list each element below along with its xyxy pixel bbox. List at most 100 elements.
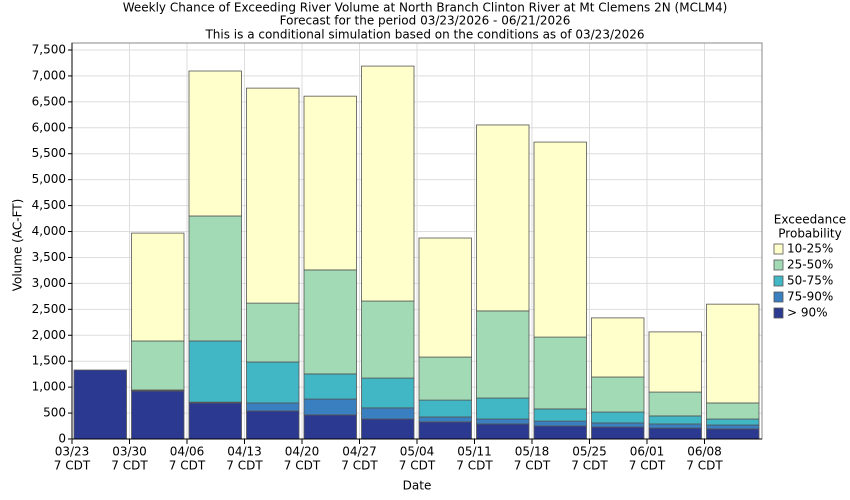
legend-swatch [773,243,784,255]
legend-label: 25-50% [787,258,833,272]
x-tick-label: 05/04 [400,445,435,459]
bar-segment [303,373,357,400]
bar-segment [706,424,760,430]
bar-segment [303,398,357,416]
x-tick-label: 7 CDT [111,459,148,473]
bar-segment [533,141,587,338]
bar-segment [533,408,587,422]
bar-segment [188,340,242,403]
bar-segment [361,377,415,409]
x-tick-label: 7 CDT [169,459,206,473]
bar-segment [648,391,702,417]
bar-segment [591,422,645,428]
bar-segment [648,423,702,429]
y-tick-label: 7,500 [32,43,66,57]
y-tick-label: 3,500 [32,250,66,264]
y-tick-label: 7,000 [32,68,66,82]
legend-swatch [773,307,784,319]
bar-segment [648,427,702,440]
y-axis-title: Volume (AC-FT) [11,199,25,292]
bar-segment [246,410,300,440]
x-tick-label: 06/01 [630,445,665,459]
bar-segment [591,376,645,413]
legend-label: 50-75% [787,274,833,288]
bar-segment [418,356,472,401]
x-tick-label: 7 CDT [629,459,666,473]
bar-segment [591,426,645,440]
bar-segment [361,300,415,379]
bar-segment [303,414,357,440]
x-tick-label: 05/25 [572,445,607,459]
y-tick-label: 1,500 [32,354,66,368]
chart-title: Weekly Chance of Exceeding River Volume … [123,1,728,15]
bar-segment [533,336,587,410]
bar-segment [706,303,760,404]
bar-segment [533,420,587,427]
bar-segment [418,237,472,358]
y-tick-label: 2,000 [32,328,66,342]
legend-swatch [773,259,784,271]
x-tick-label: 7 CDT [456,459,493,473]
x-tick-label: 06/08 [687,445,722,459]
bar-segment [476,423,530,440]
legend-swatch [773,275,784,287]
bar-segment [361,418,415,440]
bar-segment [591,411,645,424]
y-tick-label: 500 [43,406,66,420]
bar-segment [188,70,242,217]
x-axis-title: Date [403,479,432,493]
bar-segment [246,87,300,304]
bar-segment [706,418,760,426]
x-tick-label: 03/23 [55,445,90,459]
x-tick-label: 7 CDT [399,459,436,473]
x-tick-label: 7 CDT [686,459,723,473]
y-tick-label: 5,500 [32,146,66,160]
chart-subtitle: Forecast for the period 03/23/2026 - 06/… [280,14,571,28]
bar-segment [648,415,702,425]
bar-segment [131,340,185,391]
x-tick-label: 7 CDT [341,459,378,473]
legend-swatch [773,291,784,303]
legend-title: Probability [778,227,841,241]
x-tick-label: 04/06 [170,445,205,459]
chart-subtitle: This is a conditional simulation based o… [204,28,644,42]
bar-segment [303,269,357,375]
x-tick-label: 05/11 [457,445,492,459]
bar-segment [476,397,530,420]
bar-segment [361,407,415,420]
x-tick-label: 04/27 [342,445,377,459]
legend-label: > 90% [787,306,828,320]
x-tick-label: 03/30 [112,445,147,459]
bar-segment [706,402,760,420]
bar-segment [648,331,702,393]
y-tick-label: 3,000 [32,276,66,290]
y-tick-label: 4,500 [32,198,66,212]
bar-segment [418,421,472,440]
x-tick-label: 7 CDT [54,459,91,473]
bar-segment [188,215,242,342]
bar-segment [303,95,357,271]
bar-segment [246,361,300,404]
y-tick-label: 0 [58,432,66,446]
legend-label: 75-90% [787,290,833,304]
x-tick-label: 7 CDT [226,459,263,473]
bar-segment [476,418,530,425]
x-tick-label: 7 CDT [514,459,551,473]
x-tick-label: 7 CDT [571,459,608,473]
bar-segment [533,425,587,440]
bar-segment [418,399,472,418]
bar-segment [131,232,185,342]
y-tick-label: 2,500 [32,302,66,316]
bar-segment [246,402,300,412]
bar-segment [361,65,415,302]
bar-segment [188,402,242,440]
bar-segment [476,310,530,399]
bar-segment [476,124,530,312]
x-tick-label: 04/20 [285,445,320,459]
bar-segment [706,428,760,440]
bar-segment [246,302,300,363]
y-tick-label: 5,000 [32,172,66,186]
bar-segment [131,390,185,440]
y-tick-label: 6,500 [32,94,66,108]
